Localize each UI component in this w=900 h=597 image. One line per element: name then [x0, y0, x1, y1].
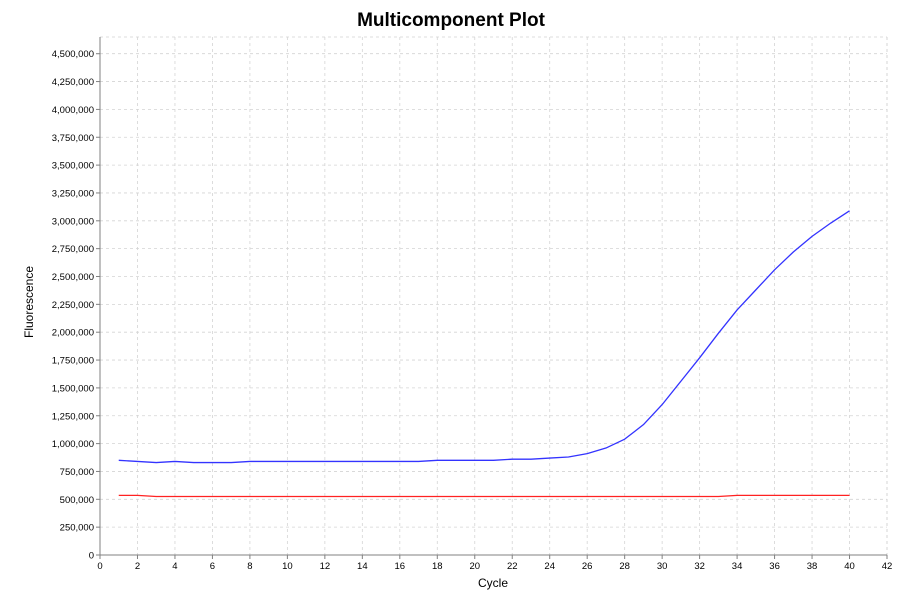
y-tick-label: 4,250,000 [52, 77, 94, 88]
y-tick-label: 2,500,000 [52, 272, 94, 283]
x-tick-label: 12 [320, 561, 331, 572]
y-tick-label: 1,250,000 [52, 411, 94, 422]
x-tick-label: 6 [210, 561, 215, 572]
data-series [118, 210, 850, 498]
x-tick-label: 42 [882, 561, 893, 572]
y-tick-label: 4,000,000 [52, 105, 94, 116]
y-tick-label: 3,000,000 [52, 216, 94, 227]
x-tick-label: 38 [807, 561, 818, 572]
x-axis-ticks: 0 2 4 6 8 10 12 14 16 18 20 22 24 26 28 30 32 34 36 38 40 42 [97, 555, 892, 572]
y-axis-ticks: 0 250,000 500,000 750,000 1,000,000 1,250,000… [52, 49, 100, 562]
x-tick-label: 0 [97, 561, 102, 572]
y-tick-label: 1,000,000 [52, 439, 94, 450]
x-tick-label: 4 [172, 561, 177, 572]
y-tick-label: 2,250,000 [52, 300, 94, 311]
x-tick-label: 34 [732, 561, 743, 572]
series-line-blue [118, 210, 850, 464]
y-tick-label: 2,750,000 [52, 244, 94, 255]
chart-title: Multicomponent Plot [357, 10, 546, 31]
axes [97, 37, 887, 558]
x-tick-label: 32 [694, 561, 705, 572]
y-tick-label: 500,000 [60, 495, 94, 506]
x-tick-label: 18 [432, 561, 443, 572]
grid-lines [100, 36, 888, 555]
x-tick-label: 40 [844, 561, 855, 572]
x-tick-label: 20 [469, 561, 480, 572]
y-tick-label: 1,500,000 [52, 383, 94, 394]
x-tick-label: 24 [544, 561, 555, 572]
y-tick-label: 2,000,000 [52, 328, 94, 339]
x-tick-label: 30 [657, 561, 668, 572]
x-tick-label: 14 [357, 561, 368, 572]
x-axis-label: Cycle [478, 576, 508, 590]
x-tick-label: 36 [769, 561, 780, 572]
y-tick-label: 3,500,000 [52, 161, 94, 172]
x-tick-label: 22 [507, 561, 518, 572]
x-tick-label: 26 [582, 561, 593, 572]
x-tick-label: 8 [247, 561, 252, 572]
x-tick-label: 2 [135, 561, 140, 572]
x-tick-label: 10 [282, 561, 293, 572]
x-tick-label: 28 [619, 561, 630, 572]
y-tick-label: 1,750,000 [52, 356, 94, 367]
y-tick-label: 0 [89, 551, 94, 562]
series-line-red [118, 494, 850, 498]
y-tick-label: 4,500,000 [52, 49, 94, 60]
y-tick-label: 250,000 [60, 523, 94, 534]
x-tick-label: 16 [395, 561, 406, 572]
y-axis-label: Fluorescence [22, 266, 36, 338]
y-tick-label: 750,000 [60, 467, 94, 478]
y-tick-label: 3,750,000 [52, 133, 94, 144]
y-tick-label: 3,250,000 [52, 188, 94, 199]
